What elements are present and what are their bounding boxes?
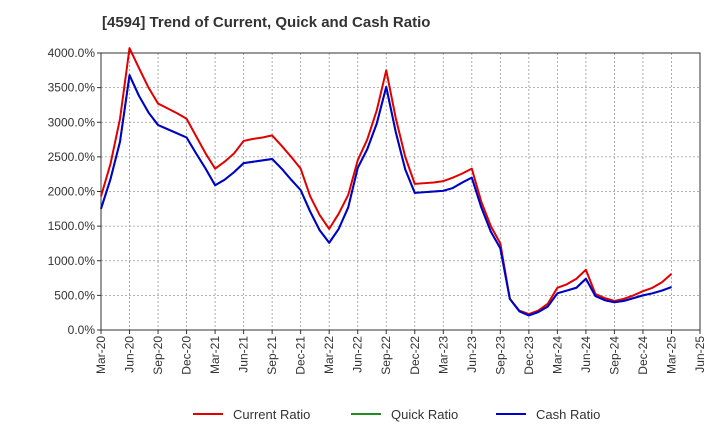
y-tick-label: 3000.0% xyxy=(48,115,96,129)
y-tick-label: 1000.0% xyxy=(48,254,96,268)
x-axis: Mar-20 Jun-20 Sep-20 Dec-20 Mar-21 Jun-21 Sep-… xyxy=(94,330,707,375)
x-tick-label: Sep-20 xyxy=(151,336,165,375)
x-tick-label: Jun-23 xyxy=(465,336,479,373)
x-tick-label: Mar-25 xyxy=(664,336,678,374)
y-tick-label: 3500.0% xyxy=(48,81,96,95)
series-lines xyxy=(100,47,673,317)
legend-item: Current Ratio xyxy=(193,407,310,422)
y-axis: 0.0% 500.0% 1000.0% 1500.0% 2000.0% 2500.0% 30… xyxy=(48,46,101,337)
x-tick-label: Dec-22 xyxy=(408,336,422,375)
legend-item: Cash Ratio xyxy=(496,407,600,422)
x-tick-label: Sep-24 xyxy=(607,336,621,375)
y-tick-label: 2000.0% xyxy=(48,185,96,199)
legend-label: Quick Ratio xyxy=(391,407,458,422)
series-line-current-ratio xyxy=(100,47,673,316)
series-line-cash-ratio xyxy=(100,74,672,317)
x-tick-label: Mar-24 xyxy=(550,336,564,374)
y-tick-label: 500.0% xyxy=(54,288,95,302)
x-tick-label: Mar-22 xyxy=(322,336,336,374)
chart-title: [4594] Trend of Current, Quick and Cash … xyxy=(102,14,430,31)
legend-label: Cash Ratio xyxy=(536,407,600,422)
legend: Current Ratio Quick Ratio Cash Ratio xyxy=(193,407,600,422)
x-tick-label: Mar-21 xyxy=(208,336,222,374)
y-tick-label: 4000.0% xyxy=(48,46,96,60)
x-tick-label: Sep-21 xyxy=(265,336,279,375)
x-tick-label: Dec-21 xyxy=(294,336,308,375)
x-tick-label: Sep-23 xyxy=(493,336,507,375)
x-tick-label: Dec-24 xyxy=(636,336,650,375)
x-tick-label: Dec-23 xyxy=(522,336,536,375)
x-tick-label: Jun-25 xyxy=(693,336,707,373)
x-tick-label: Dec-20 xyxy=(180,336,194,375)
x-tick-label: Jun-21 xyxy=(237,336,251,373)
y-tick-label: 1500.0% xyxy=(48,219,96,233)
x-tick-label: Jun-24 xyxy=(579,336,593,373)
x-tick-label: Jun-20 xyxy=(123,336,137,373)
x-tick-label: Mar-23 xyxy=(436,336,450,374)
x-tick-label: Sep-22 xyxy=(379,336,393,375)
y-tick-label: 2500.0% xyxy=(48,150,96,164)
x-tick-label: Jun-22 xyxy=(351,336,365,373)
grid xyxy=(101,53,700,330)
y-tick-label: 0.0% xyxy=(68,323,96,337)
legend-item: Quick Ratio xyxy=(351,407,458,422)
legend-label: Current Ratio xyxy=(233,407,310,422)
x-tick-label: Mar-20 xyxy=(94,336,108,374)
